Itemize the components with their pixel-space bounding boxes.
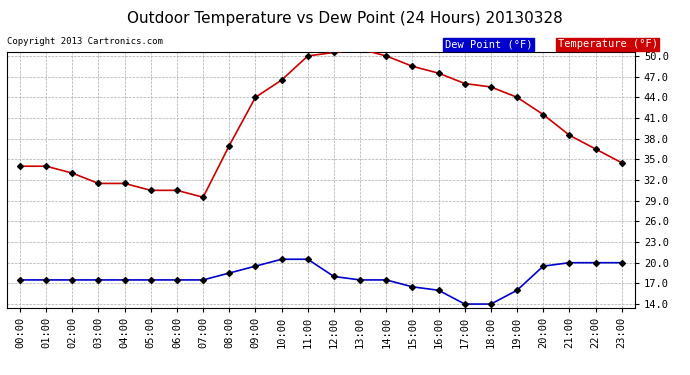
- Text: Copyright 2013 Cartronics.com: Copyright 2013 Cartronics.com: [7, 38, 163, 46]
- Text: Outdoor Temperature vs Dew Point (24 Hours) 20130328: Outdoor Temperature vs Dew Point (24 Hou…: [127, 11, 563, 26]
- Text: Temperature (°F): Temperature (°F): [558, 39, 658, 50]
- Text: Dew Point (°F): Dew Point (°F): [445, 39, 533, 50]
